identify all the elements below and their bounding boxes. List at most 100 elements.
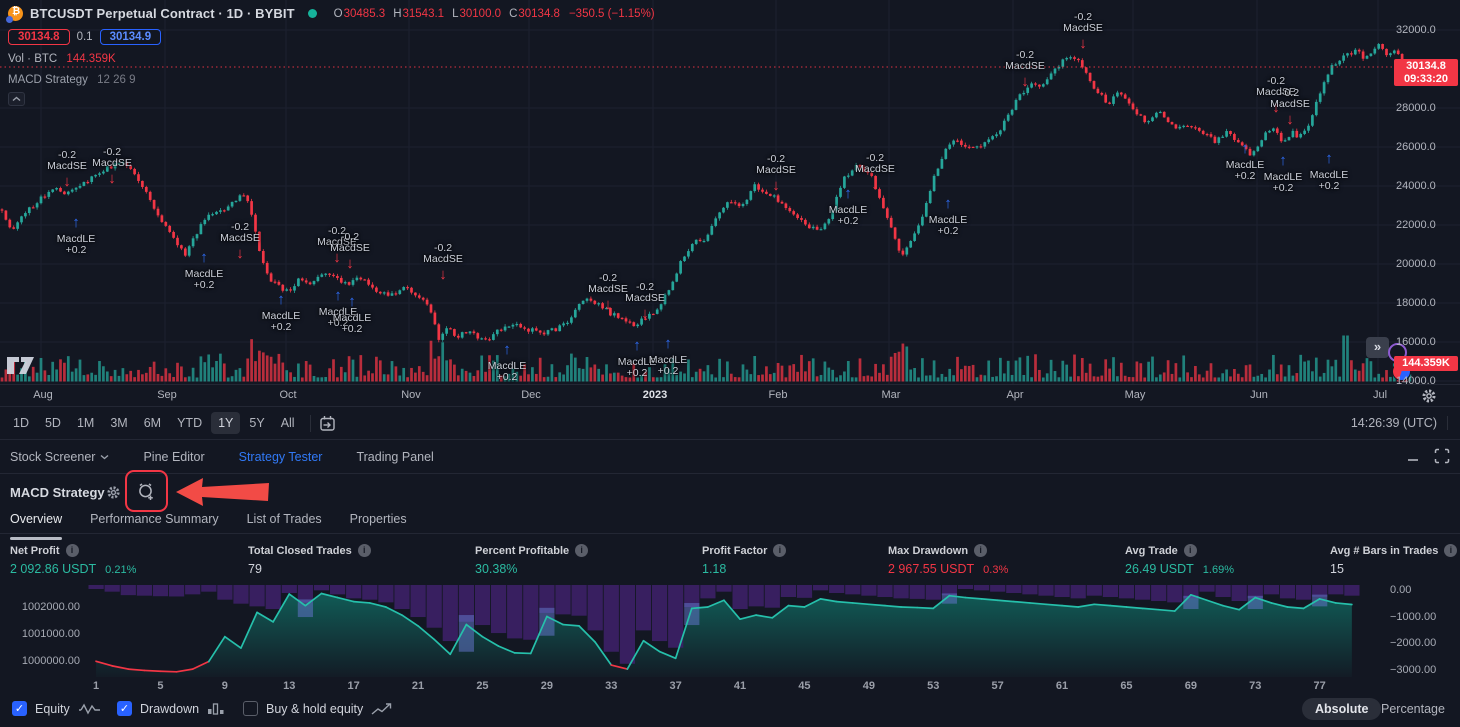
strategy-settings-gear-icon[interactable] <box>106 485 121 505</box>
range-button-1d[interactable]: 1D <box>13 416 29 430</box>
symbol-row: ₿ BTCUSDT Perpetual Contract · 1D · BYBI… <box>6 6 655 23</box>
range-button-5d[interactable]: 5D <box>44 416 61 430</box>
long-entry-arrow-icon: ↑ <box>664 335 672 352</box>
indicator-row[interactable]: MACD Strategy 12 26 9 <box>8 74 135 86</box>
range-button-5y[interactable]: 5Y <box>249 416 265 430</box>
range-button-ytd[interactable]: YTD <box>177 416 203 430</box>
long-entry-arrow-icon: ↑ <box>72 214 80 231</box>
ohlc-item: O30485.3 <box>333 7 386 20</box>
range-button-3m[interactable]: 3M <box>110 416 128 430</box>
info-icon[interactable]: i <box>773 544 787 557</box>
price-axis-label: 22000.0 <box>1396 219 1436 231</box>
price-axis-label: 24000.0 <box>1396 180 1436 192</box>
time-axis-label: Jun <box>1250 389 1268 401</box>
range-button-all[interactable]: All <box>280 416 295 430</box>
btc-logo-icon: ₿ <box>6 6 23 23</box>
sell-button[interactable]: 30134.8 <box>8 29 70 45</box>
checkbox-drawdown[interactable]: ✓ <box>117 701 132 716</box>
trade-number-label: 61 <box>1055 680 1069 692</box>
stat-label: Max Drawdown i <box>888 544 1008 557</box>
axis-settings-gear-icon[interactable] <box>1421 388 1437 409</box>
time-axis[interactable]: Aug Sep Oct Nov Dec 2023 Feb Mar Apr May Jun Jul <box>0 384 1460 406</box>
price-axis-label: 20000.0 <box>1396 258 1436 270</box>
tab-pine-editor[interactable]: Pine Editor <box>143 449 205 464</box>
checkbox-equity[interactable]: ✓ <box>12 701 27 716</box>
tester-tab-overview[interactable]: Overview <box>10 512 63 540</box>
timeframe-toolbar: 1D 5D 1M 3M 6M YTD 1Y 5Y All 14:26:39 (UTC) <box>0 406 1460 440</box>
tab-strategy-tester[interactable]: Strategy Tester <box>238 449 323 464</box>
info-icon[interactable]: i <box>575 544 589 557</box>
go-to-date-icon[interactable] <box>319 415 336 432</box>
info-icon[interactable]: i <box>357 544 371 557</box>
long-entry-label: MacdLE +0.2 <box>318 306 358 329</box>
short-entry-label: -0.2 MacdSE <box>1270 87 1310 110</box>
checkbox-buy-hold-equity[interactable] <box>243 701 258 716</box>
minimize-panel-icon[interactable] <box>1406 449 1420 468</box>
legend-item-equity: ✓ Equity <box>12 701 102 716</box>
info-icon[interactable]: i <box>1183 544 1197 557</box>
short-entry-label: -0.2 MacdSE <box>1063 11 1103 34</box>
stat-value: 15 <box>1330 562 1344 576</box>
maximize-panel-icon[interactable] <box>1434 448 1450 469</box>
price-axis-label: 26000.0 <box>1396 141 1436 153</box>
equity-chart-canvas[interactable] <box>0 585 1460 680</box>
range-button-6m[interactable]: 6M <box>143 416 162 430</box>
tester-tab-performance-summary[interactable]: Performance Summary <box>90 512 219 526</box>
long-entry-label: MacdLE +0.2 <box>828 204 868 227</box>
buyhold-icon <box>371 702 393 716</box>
tradingview-logo-icon[interactable] <box>6 352 36 381</box>
volume-row[interactable]: Vol · BTC 144.359K <box>8 53 116 65</box>
trade-number-label: 21 <box>411 680 425 692</box>
equity-y-axis-label: 1001000.00 <box>21 628 80 640</box>
time-axis-label: Feb <box>768 389 788 401</box>
session-clock[interactable]: 14:26:39 (UTC) <box>1351 416 1448 430</box>
trade-number-label: 17 <box>347 680 360 692</box>
stat-label: Profit Factor i <box>702 544 787 557</box>
tester-tab-properties[interactable]: Properties <box>349 512 407 526</box>
info-icon[interactable]: i <box>974 544 988 557</box>
long-entry-label: MacdLE +0.2 <box>1263 171 1303 194</box>
stat-value-row: 15 <box>1330 562 1457 576</box>
legend-label: Drawdown <box>140 701 200 716</box>
annotation-highlight-box <box>125 470 168 512</box>
chevrons-right-button[interactable]: » <box>1366 337 1389 358</box>
ohlc-item: L30100.0 <box>452 7 502 20</box>
stat-percent: 0.21% <box>105 564 137 576</box>
stat-value-row: 26.49 USDT 1.69% <box>1125 562 1234 576</box>
bar-countdown: 09:33:20 <box>1403 72 1449 85</box>
legend-label: Buy & hold equity <box>266 701 364 716</box>
tab-trading-panel[interactable]: Trading Panel <box>356 449 434 464</box>
scale-percentage-button[interactable]: Percentage <box>1381 702 1445 716</box>
price-chart-canvas[interactable] <box>0 0 1460 384</box>
scale-absolute-button[interactable]: Absolute <box>1302 698 1382 720</box>
stat-percent-profitable: Percent Profitable i 30.38% <box>475 544 589 576</box>
tester-tabs: Overview Performance Summary List of Trade… <box>10 512 407 540</box>
symbol-title[interactable]: BTCUSDT Perpetual Contract · 1D · BYBIT <box>30 6 295 21</box>
time-axis-label: Nov <box>401 389 421 401</box>
spread-value: 0.1 <box>76 31 93 43</box>
trade-number-label: 33 <box>605 680 618 692</box>
change-value: −350.5 (−1.15%) <box>568 7 655 20</box>
range-button-1y[interactable]: 1Y <box>211 412 241 434</box>
long-entry-arrow-icon: ↑ <box>200 249 208 266</box>
info-icon[interactable]: i <box>65 544 79 557</box>
stat-profit-factor: Profit Factor i 1.18 <box>702 544 787 576</box>
stat-label: Net Profit i <box>10 544 136 557</box>
stat-value: 2 967.55 USDT <box>888 562 975 576</box>
buy-button[interactable]: 30134.9 <box>99 29 162 45</box>
stat-avg-trade: Avg Trade i 26.49 USDT 1.69% <box>1125 544 1234 576</box>
tab-stock-screener[interactable]: Stock Screener <box>10 450 109 464</box>
long-entry-label: MacdLE +0.2 <box>56 233 96 256</box>
short-entry-arrow-icon: ↓ <box>604 296 612 313</box>
trade-number-label: 53 <box>927 680 940 692</box>
equity-icon <box>78 702 102 716</box>
range-button-1m[interactable]: 1M <box>76 416 95 430</box>
short-entry-label: -0.2 MacdSE <box>92 146 132 169</box>
collapse-indicators-button[interactable] <box>8 92 25 106</box>
trade-number-label: 29 <box>540 680 553 692</box>
add-alert-icon[interactable] <box>136 481 156 506</box>
short-entry-label: -0.2 MacdSE <box>1256 75 1296 98</box>
short-entry-label: -0.2 MacdSE <box>317 225 357 248</box>
info-icon[interactable]: i <box>1444 544 1458 557</box>
tester-tab-list-of-trades[interactable]: List of Trades <box>246 512 322 526</box>
